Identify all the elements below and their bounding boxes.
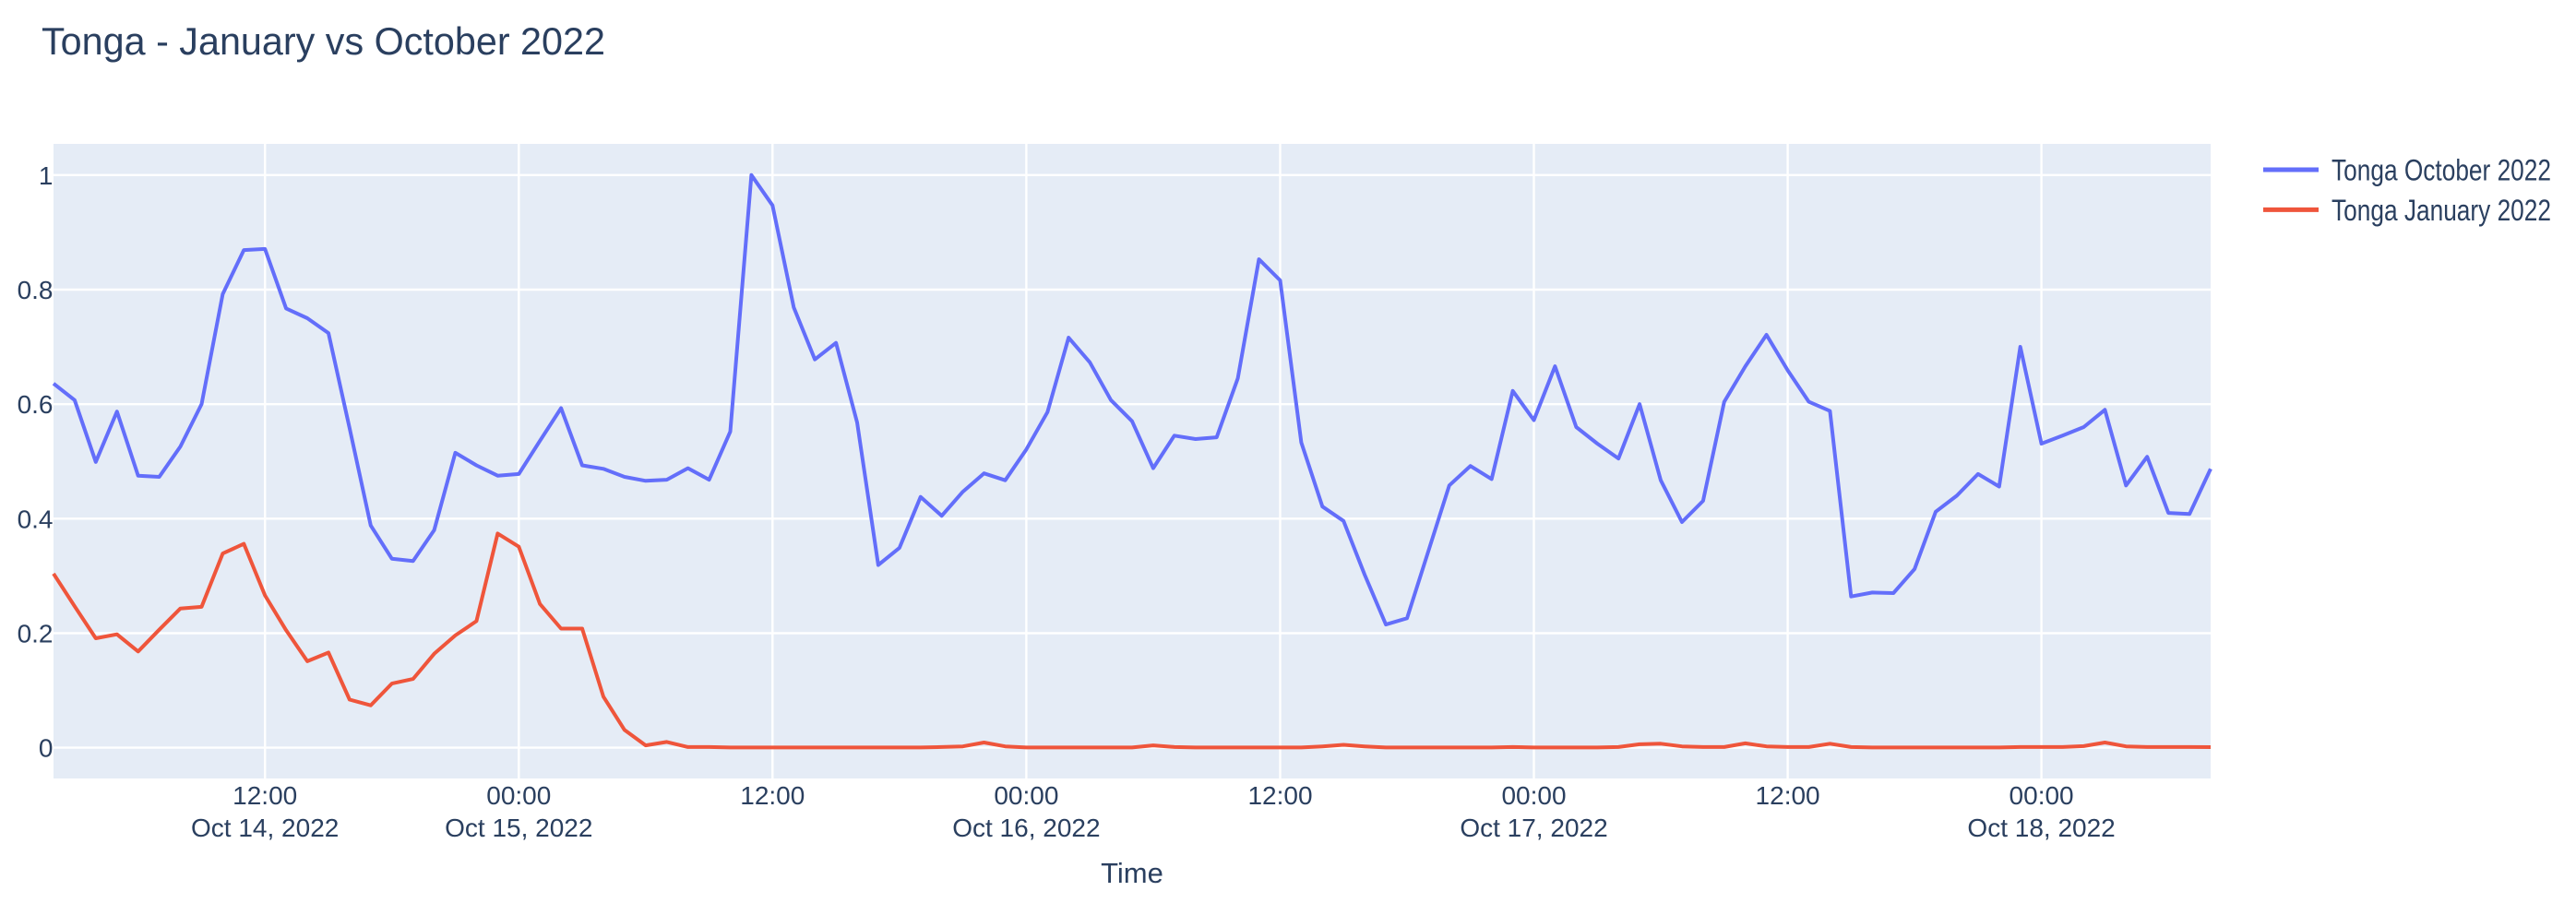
svg-text:0.2: 0.2 <box>18 620 54 648</box>
svg-text:Oct 16, 2022: Oct 16, 2022 <box>952 814 1100 842</box>
svg-text:12:00: 12:00 <box>1756 781 1820 810</box>
svg-text:Tonga - January vs October 202: Tonga - January vs October 2022 <box>42 19 605 63</box>
svg-text:12:00: 12:00 <box>740 781 805 810</box>
svg-text:0.8: 0.8 <box>18 276 54 304</box>
svg-text:Time: Time <box>1101 857 1163 889</box>
svg-text:12:00: 12:00 <box>233 781 297 810</box>
svg-text:Oct 15, 2022: Oct 15, 2022 <box>445 814 592 842</box>
svg-text:1: 1 <box>39 161 54 190</box>
svg-text:00:00: 00:00 <box>1501 781 1566 810</box>
svg-text:00:00: 00:00 <box>2010 781 2074 810</box>
svg-text:12:00: 12:00 <box>1247 781 1312 810</box>
svg-text:0.6: 0.6 <box>18 390 54 419</box>
svg-text:00:00: 00:00 <box>994 781 1058 810</box>
svg-text:Oct 14, 2022: Oct 14, 2022 <box>191 814 339 842</box>
svg-text:Tonga January 2022: Tonga January 2022 <box>2332 194 2551 227</box>
svg-text:0.4: 0.4 <box>18 505 54 533</box>
svg-text:Oct 17, 2022: Oct 17, 2022 <box>1460 814 1607 842</box>
svg-text:Oct 18, 2022: Oct 18, 2022 <box>1967 814 2115 842</box>
svg-text:00:00: 00:00 <box>486 781 551 810</box>
svg-text:Tonga October 2022: Tonga October 2022 <box>2332 154 2551 187</box>
svg-text:0: 0 <box>39 734 54 763</box>
